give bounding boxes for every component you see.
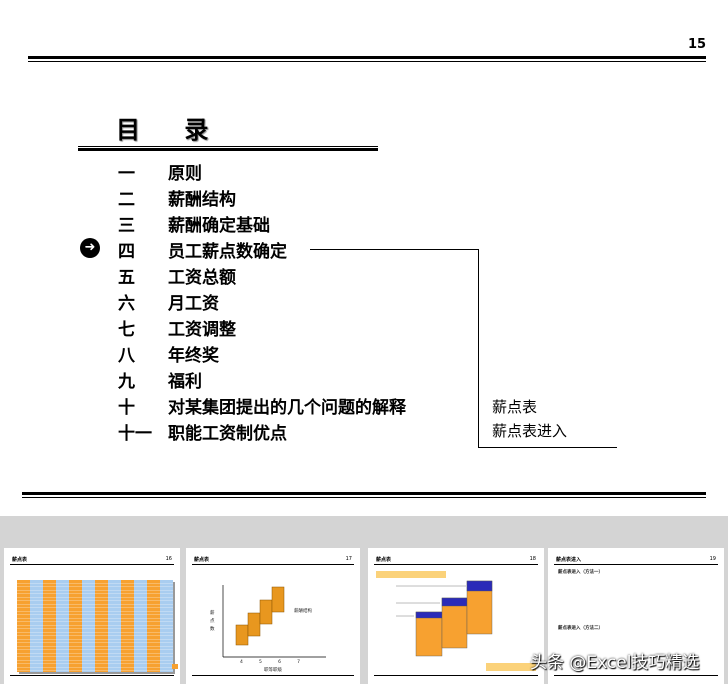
title-rule	[78, 148, 378, 151]
toc-item[interactable]: 九 福利	[118, 366, 406, 392]
watermark: 头条 @Excel技巧精选	[530, 653, 700, 673]
toc-label: 月工资	[168, 293, 219, 314]
page-number: 15	[688, 37, 707, 52]
grid-column	[56, 580, 69, 672]
connector-line-vertical	[478, 249, 479, 448]
thumb-page: 18	[529, 556, 536, 562]
toc-label: 职能工资制优点	[168, 423, 287, 444]
grid-column	[69, 580, 82, 672]
title-rule-thin	[78, 146, 378, 147]
thumbnail-slide-19[interactable]: 薪点表进入 19 薪点表进入（方法一） 薪点表进入（方法二）	[548, 548, 724, 684]
toc-item[interactable]: 七 工资调整	[118, 314, 406, 340]
toc-number: 四	[118, 241, 135, 262]
slide-main: 15 目 录 ➜ 一 原则二 薪酬结构三 薪酬确定基础四 员工薪点数确定五 工资总额六 月工…	[0, 0, 728, 516]
header-rule	[28, 56, 706, 59]
bar-4	[235, 624, 249, 646]
toc-item[interactable]: 五 工资总额	[118, 262, 406, 288]
grid-column	[82, 580, 95, 672]
thumbnail-slide-18[interactable]: 薪点表 18	[368, 548, 544, 684]
arrow-right-circle-icon: ➜	[80, 238, 100, 258]
connector-line	[310, 249, 479, 250]
toc-item[interactable]: 一 原则	[118, 158, 406, 184]
toc-number: 七	[118, 319, 135, 340]
bar-6	[259, 599, 273, 625]
toc-number: 五	[118, 267, 135, 288]
grade-banner	[376, 571, 446, 578]
toc-label: 原则	[168, 163, 202, 184]
page-title: 目 录	[116, 116, 227, 144]
thumb-page: 16	[165, 556, 172, 562]
thumb-title: 薪点表	[194, 557, 210, 563]
toc-number: 十	[118, 397, 135, 418]
grid-column	[95, 580, 108, 672]
toc-number: 八	[118, 345, 135, 366]
grid-tag	[172, 664, 178, 669]
toc-label: 薪酬确定基础	[168, 215, 270, 236]
toc-label: 工资总额	[168, 267, 236, 288]
toc-item[interactable]: 十一 职能工资制优点	[118, 418, 406, 444]
grid-column	[30, 580, 43, 672]
toc-number: 一	[118, 163, 135, 184]
grid-column	[147, 580, 160, 672]
method-2-heading: 薪点表进入（方法二）	[558, 626, 603, 631]
toc-label: 工资调整	[168, 319, 236, 340]
chart-ylabel: 薪点数	[210, 611, 215, 632]
toc-item[interactable]: 八 年终奖	[118, 340, 406, 366]
grid-column	[17, 580, 30, 672]
toc-list: 一 原则二 薪酬结构三 薪酬确定基础四 员工薪点数确定五 工资总额六 月工资七 工资调整八 年终…	[118, 158, 406, 444]
toc-label: 薪酬结构	[168, 189, 236, 210]
chart-note: 薪酬结构	[294, 609, 312, 614]
method-1-heading: 薪点表进入（方法一）	[558, 570, 603, 575]
grid-column	[43, 580, 56, 672]
thumbnail-slide-16[interactable]: 薪点表 16	[4, 548, 180, 684]
toc-item[interactable]: 十 对某集团提出的几个问题的解释	[118, 392, 406, 418]
toc-item[interactable]: 二 薪酬结构	[118, 184, 406, 210]
bar-5	[247, 612, 261, 637]
thumb-page: 19	[709, 556, 716, 562]
grade-step-diagram	[396, 580, 493, 657]
grid-column	[134, 580, 147, 672]
toc-item[interactable]: 三 薪酬确定基础	[118, 210, 406, 236]
thumb-page: 17	[345, 556, 352, 562]
toc-item[interactable]: 四 员工薪点数确定	[118, 236, 406, 262]
thumb-title: 薪点表	[376, 557, 392, 563]
toc-label: 福利	[168, 371, 202, 392]
grid-column	[108, 580, 121, 672]
salary-grid	[17, 580, 173, 672]
toc-number: 六	[118, 293, 135, 314]
salary-structure-chart	[222, 585, 326, 658]
grade-tag	[486, 663, 536, 671]
connector-line-bottom	[478, 447, 617, 448]
bar-7	[271, 586, 285, 613]
chart-xlabel: 职等职级	[264, 668, 282, 673]
toc-number: 十一	[118, 423, 152, 444]
footer-rule-thin	[22, 497, 706, 498]
grid-column	[160, 580, 173, 672]
sub-item-salary-table[interactable]: 薪点表	[492, 398, 538, 416]
sub-item-salary-table-entry[interactable]: 薪点表进入	[492, 422, 568, 440]
toc-label: 对某集团提出的几个问题的解释	[168, 397, 406, 418]
footer-rule	[22, 492, 706, 495]
toc-number: 二	[118, 189, 135, 210]
grid-column	[121, 580, 134, 672]
toc-label: 员工薪点数确定	[168, 241, 287, 262]
toc-item[interactable]: 六 月工资	[118, 288, 406, 314]
header-rule-thin	[28, 61, 706, 62]
toc-number: 九	[118, 371, 135, 392]
toc-label: 年终奖	[168, 345, 219, 366]
toc-number: 三	[118, 215, 135, 236]
thumb-title: 薪点表	[12, 557, 28, 563]
thumb-title: 薪点表进入	[556, 557, 582, 563]
